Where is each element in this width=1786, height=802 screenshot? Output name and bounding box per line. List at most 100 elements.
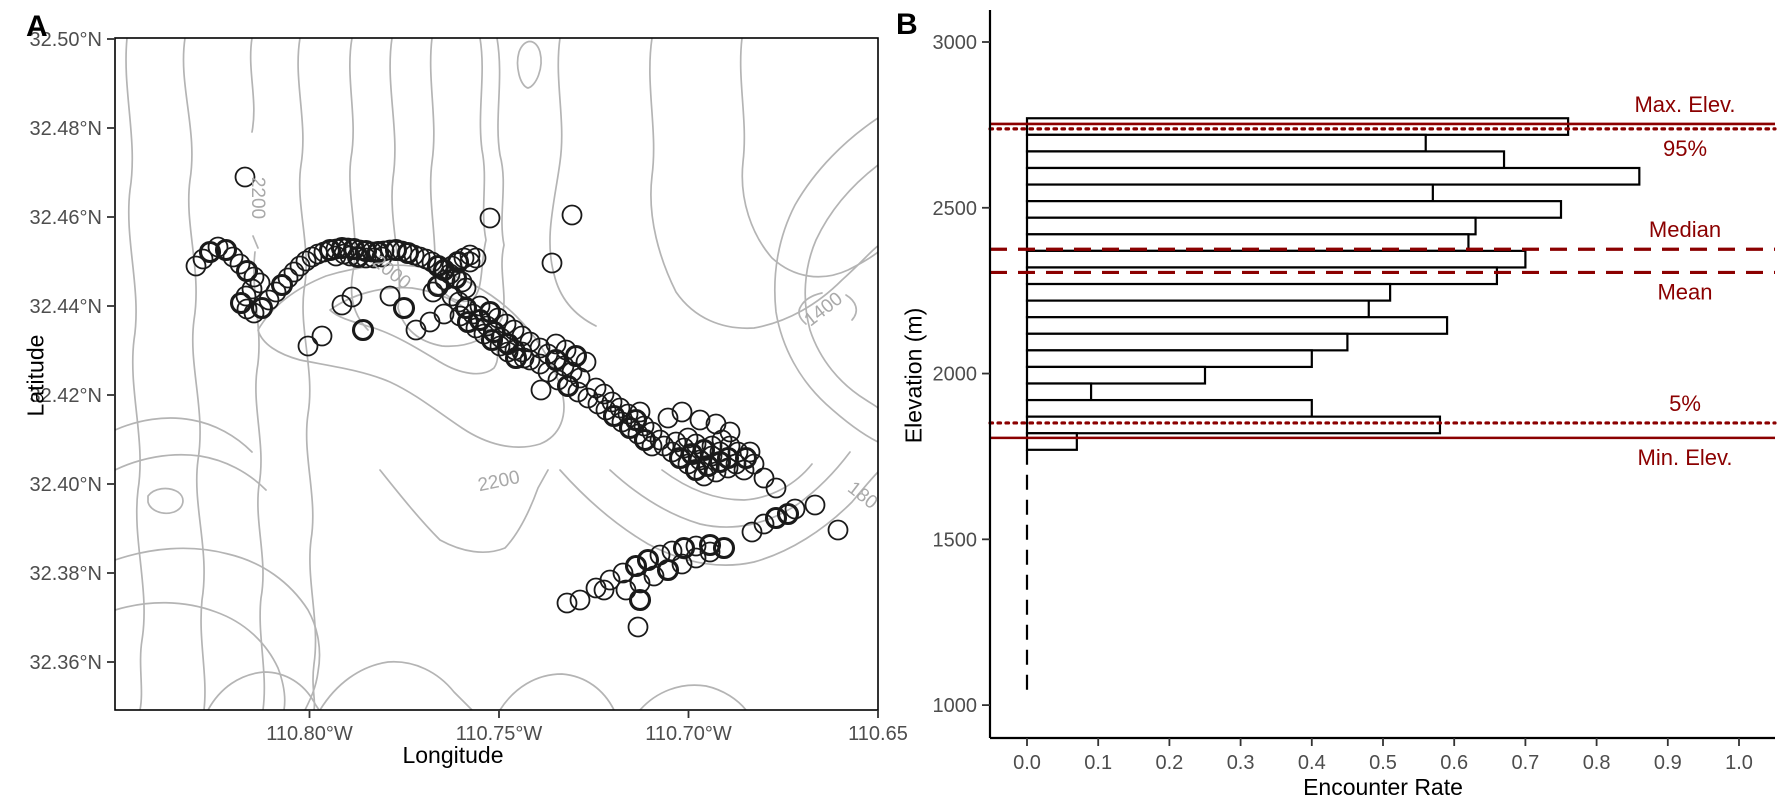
detection-point bbox=[270, 273, 294, 297]
x-tick-label: 0.8 bbox=[1583, 752, 1611, 774]
detection-point bbox=[753, 513, 775, 535]
detection-point bbox=[649, 429, 671, 451]
detection-point bbox=[379, 285, 401, 307]
detection-point bbox=[419, 311, 441, 333]
x-tick-label: 0.9 bbox=[1654, 752, 1682, 774]
detection-point bbox=[529, 353, 551, 375]
detection-point bbox=[241, 278, 263, 300]
detection-point bbox=[297, 335, 319, 357]
x-tick-label: 0.0 bbox=[1013, 752, 1041, 774]
x-tick-label: 110.65 bbox=[848, 723, 908, 745]
detection-points-layer bbox=[185, 166, 849, 638]
histogram-bar bbox=[1025, 316, 1449, 335]
y-tick-label: 2000 bbox=[933, 364, 978, 386]
detection-point bbox=[333, 243, 355, 265]
detection-point bbox=[504, 346, 528, 370]
detection-point bbox=[671, 401, 693, 423]
contour-elevation-label: 1400 bbox=[800, 288, 846, 331]
detection-point bbox=[243, 266, 265, 288]
y-tick-label: 3000 bbox=[933, 32, 978, 54]
detection-point bbox=[705, 461, 727, 483]
x-tick-label: 0.5 bbox=[1369, 752, 1397, 774]
detection-point bbox=[479, 207, 501, 229]
detection-point bbox=[564, 344, 588, 368]
detection-point bbox=[277, 267, 299, 289]
detection-point bbox=[685, 535, 707, 557]
detection-point bbox=[569, 589, 591, 611]
detection-point bbox=[633, 428, 657, 452]
y-tick-label: 32.36°N bbox=[30, 652, 103, 674]
detection-point bbox=[643, 565, 665, 587]
detection-point bbox=[185, 255, 207, 277]
panel-a-x-axis-title: Longitude bbox=[402, 742, 504, 768]
contour-elevation-label: 2200 bbox=[476, 467, 522, 496]
histogram-bar bbox=[1025, 133, 1427, 153]
ref-label-5-: 5% bbox=[1669, 391, 1701, 416]
detection-point bbox=[283, 261, 305, 283]
panel-a-frame bbox=[114, 37, 879, 711]
detection-point bbox=[250, 296, 274, 320]
detection-point bbox=[743, 453, 765, 475]
detection-point bbox=[671, 553, 693, 575]
x-tick-label: 110.70°W bbox=[645, 723, 732, 745]
contour-elevation-label: 2200 bbox=[247, 177, 268, 219]
detection-point bbox=[229, 253, 251, 275]
contour-elevation-label: 180 bbox=[843, 478, 881, 514]
reference-lines-layer: Max. Elev. 95% Median Mean 5% Min. Elev. bbox=[988, 92, 1777, 470]
detection-point bbox=[624, 554, 648, 578]
detection-point bbox=[331, 294, 353, 316]
detection-point bbox=[545, 333, 567, 355]
ref-label-max-elev-: Max. Elev. bbox=[1634, 92, 1735, 117]
detection-point bbox=[192, 248, 214, 270]
detection-point bbox=[656, 558, 680, 582]
detection-point bbox=[599, 569, 621, 591]
detection-point bbox=[629, 572, 651, 594]
detection-point bbox=[519, 349, 541, 371]
detection-point bbox=[541, 252, 563, 274]
ref-label-min-elev-: Min. Elev. bbox=[1638, 445, 1733, 470]
detection-point bbox=[657, 407, 679, 429]
histogram-bar bbox=[1025, 415, 1442, 435]
detection-point bbox=[426, 274, 450, 298]
detection-point bbox=[371, 246, 393, 268]
detection-point bbox=[765, 477, 787, 499]
detection-point bbox=[234, 166, 256, 188]
histogram-bar bbox=[1025, 150, 1506, 170]
detection-point bbox=[827, 519, 849, 541]
y-tick-label: 32.40°N bbox=[30, 474, 103, 496]
histogram-bars-layer bbox=[1025, 117, 1641, 696]
x-tick-label: 0.3 bbox=[1227, 752, 1255, 774]
panel-b-y-axis-title: Elevation (m) bbox=[900, 307, 927, 444]
detection-point bbox=[229, 291, 253, 315]
detection-point bbox=[363, 247, 385, 269]
detection-point bbox=[689, 409, 711, 431]
y-tick-label: 1000 bbox=[933, 695, 978, 717]
y-tick-label: 2500 bbox=[933, 198, 978, 220]
histogram-bar bbox=[1025, 166, 1641, 186]
detection-point bbox=[699, 541, 721, 563]
histogram-bar bbox=[1025, 249, 1527, 269]
detection-point bbox=[459, 251, 481, 273]
y-tick-label: 32.42°N bbox=[30, 385, 103, 407]
histogram-bar bbox=[1025, 432, 1078, 451]
histogram-bar bbox=[1025, 183, 1434, 203]
detection-point bbox=[712, 536, 736, 560]
detection-point bbox=[593, 579, 615, 601]
panel-b-x-axis-title: Encounter Rate bbox=[1303, 774, 1463, 800]
panel-a-y-axis-title: Latitude bbox=[22, 334, 49, 417]
detection-point bbox=[733, 459, 755, 481]
detection-point bbox=[295, 250, 317, 272]
y-tick-label: 32.46°N bbox=[30, 207, 103, 229]
histogram-bar bbox=[1025, 398, 1313, 418]
panel-b-axes: 1000 1500 2000 2500 3000 0.0 0.1 0.2 0.3 0.4 0.5 0.… bbox=[933, 10, 1775, 774]
detection-point bbox=[258, 289, 280, 311]
detection-point bbox=[222, 246, 244, 268]
detection-point bbox=[629, 401, 651, 423]
detection-point bbox=[530, 379, 552, 401]
detection-point bbox=[776, 502, 800, 526]
ref-label-median: Median bbox=[1649, 217, 1721, 242]
detection-point bbox=[311, 325, 333, 347]
detection-point bbox=[711, 429, 733, 451]
histogram-bar bbox=[1025, 332, 1349, 352]
